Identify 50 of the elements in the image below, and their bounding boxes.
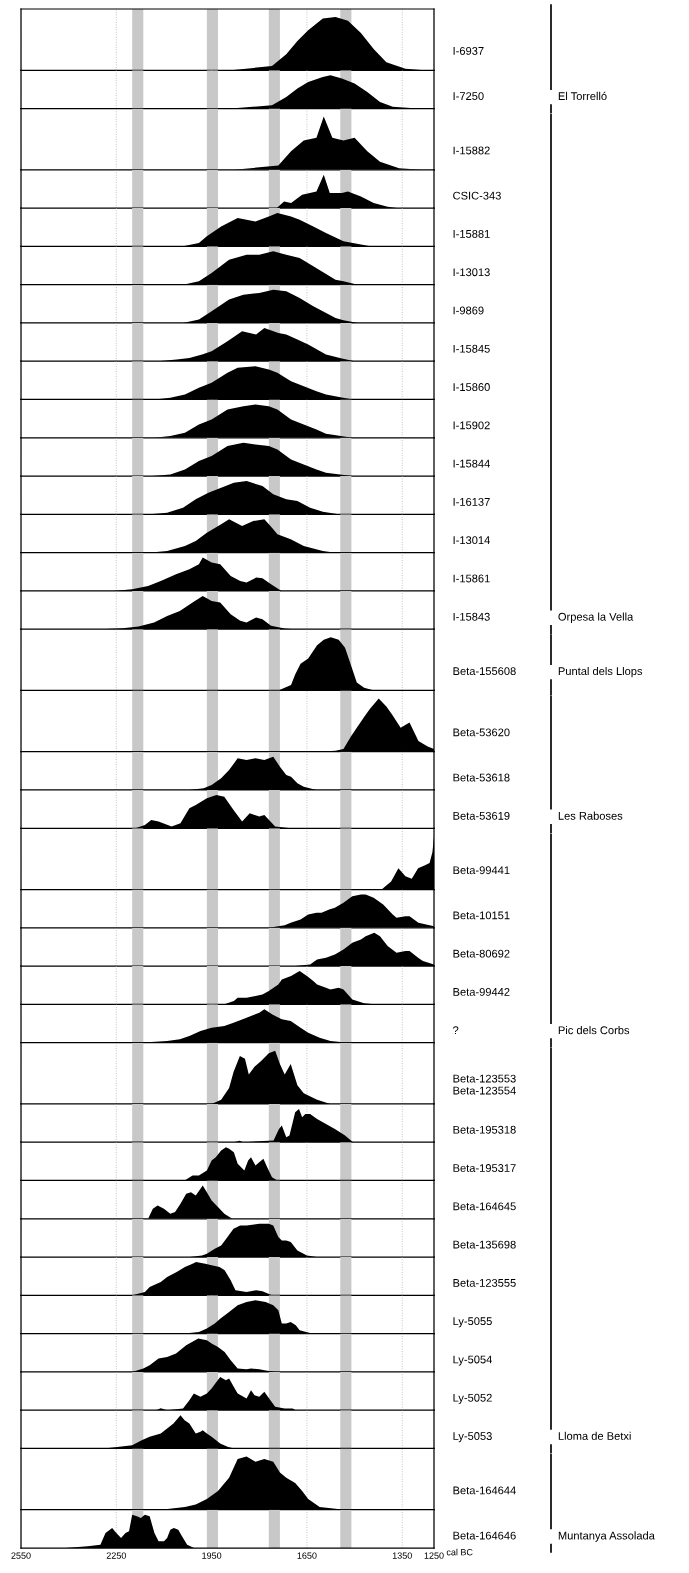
y-axis-title: I-15843 xyxy=(453,612,490,621)
y-axis-title: Ly-5054 xyxy=(453,1355,492,1366)
y-axis-title: I-15882 xyxy=(453,146,490,155)
x-tick-label: 1650 xyxy=(297,1552,317,1559)
y-axis-title: CSIC-343 xyxy=(453,191,501,200)
y-axis-title: I-15845 xyxy=(453,344,490,353)
y-axis-title: Beta-164646 xyxy=(453,1531,516,1540)
text: Puntal dels Llops xyxy=(558,666,643,678)
y-axis-title: Ly-5055 xyxy=(453,1317,492,1328)
y-axis-title: Beta-135698 xyxy=(453,1240,516,1249)
y-axis-title: Beta-99442 xyxy=(453,988,510,996)
y-axis-title: Beta-53618 xyxy=(453,773,510,782)
y-axis-title: Beta-155608 xyxy=(453,667,516,676)
y-axis-title: I-13014 xyxy=(453,536,490,545)
y-axis-title: Ly-5052 xyxy=(453,1393,492,1404)
y-axis-title: I-7250 xyxy=(453,92,484,101)
y-axis-title: I-13013 xyxy=(453,268,490,277)
y-axis-title: Beta-123555 xyxy=(453,1278,516,1287)
text: Muntanya Assolada xyxy=(558,1531,655,1542)
y-axis-title: I-15902 xyxy=(453,421,490,430)
x-tick-label: 1350 xyxy=(392,1552,412,1559)
y-axis-title: Beta-164644 xyxy=(453,1486,516,1495)
y-axis-title: I-6937 xyxy=(453,46,484,55)
y-axis-title: I-15844 xyxy=(453,459,490,468)
text: Les Raboses xyxy=(558,811,623,820)
y-axis-title: Beta-80692 xyxy=(453,949,510,958)
y-axis-title: Beta-99441 xyxy=(453,866,510,875)
text: El Torrelló xyxy=(558,91,607,101)
y-axis-title: Beta-195317 xyxy=(453,1164,516,1172)
y-axis-title: ? xyxy=(453,1026,459,1035)
y-axis-title: Beta-53619 xyxy=(453,811,510,820)
x-tick-label: 1950 xyxy=(202,1552,222,1559)
y-axis-title: I-16137 xyxy=(453,497,490,506)
x-tick-label: 1250 xyxy=(424,1552,444,1559)
y-axis-title: Beta-123553 Beta-123554 xyxy=(453,1074,516,1095)
text: Lloma de Betxi xyxy=(558,1431,631,1440)
y-axis-title: I-15861 xyxy=(453,574,490,583)
y-axis-title: Beta-10151 xyxy=(453,911,510,920)
x-tick-label: 2550 xyxy=(11,1552,31,1559)
y-axis-title: I-9869 xyxy=(453,306,484,315)
y-axis-title: Beta-164645 xyxy=(453,1202,516,1211)
y-axis-title: Beta-195318 xyxy=(453,1125,516,1134)
text: Orpesa la Vella xyxy=(558,612,634,623)
y-axis-title: I-15860 xyxy=(453,383,490,391)
y-axis-title: Beta-53620 xyxy=(453,728,510,737)
x-tick-label: 2250 xyxy=(106,1552,126,1559)
text: Pic dels Corbs xyxy=(558,1025,630,1035)
x-axis-title: cal BC xyxy=(446,1548,473,1556)
y-axis-title: Ly-5053 xyxy=(453,1432,492,1443)
y-axis-title: I-15881 xyxy=(453,229,490,238)
